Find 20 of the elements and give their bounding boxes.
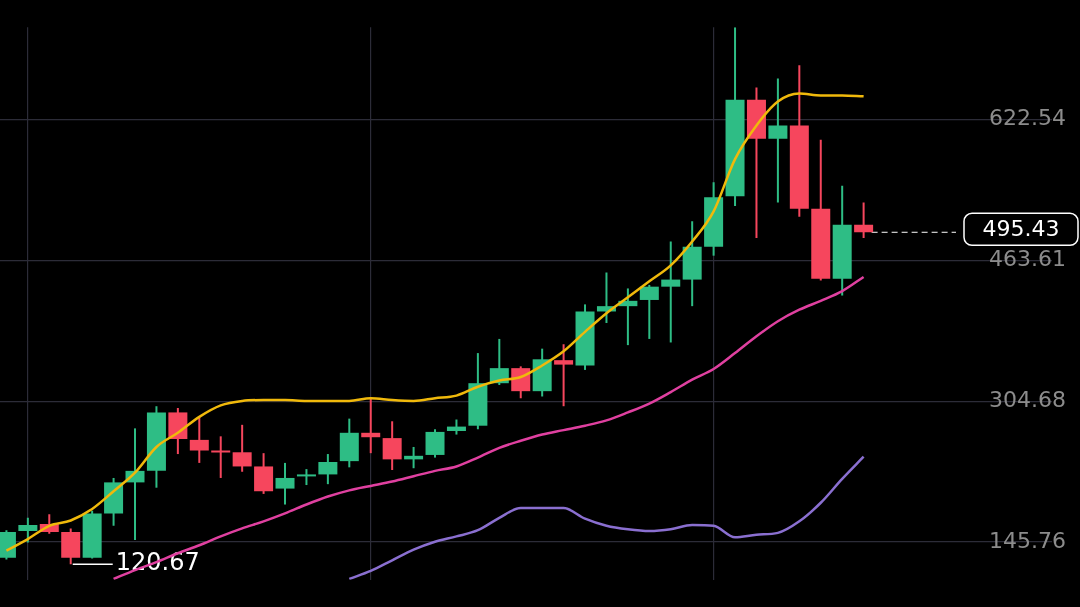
candlestick (275, 461, 295, 506)
candlestick (554, 343, 574, 408)
line-series (112, 275, 865, 580)
line-series (348, 455, 865, 580)
candlestick (425, 428, 445, 459)
line-series (5, 92, 865, 552)
y-tick-label: 463.61 (989, 246, 1066, 272)
candlestick (18, 516, 38, 544)
candlestick (661, 240, 681, 344)
candlestick (211, 435, 231, 479)
candlestick (639, 283, 659, 340)
candlestick (232, 423, 252, 473)
candlestick (382, 420, 402, 471)
candlestick (854, 201, 874, 239)
y-tick-label: 622.54 (989, 105, 1066, 131)
y-tick-label: 145.76 (989, 527, 1066, 553)
candlestick (768, 77, 788, 204)
y-tick-label: 304.68 (989, 386, 1066, 412)
candlestick (318, 453, 338, 486)
ref-line-label: 495.43 (982, 215, 1060, 241)
